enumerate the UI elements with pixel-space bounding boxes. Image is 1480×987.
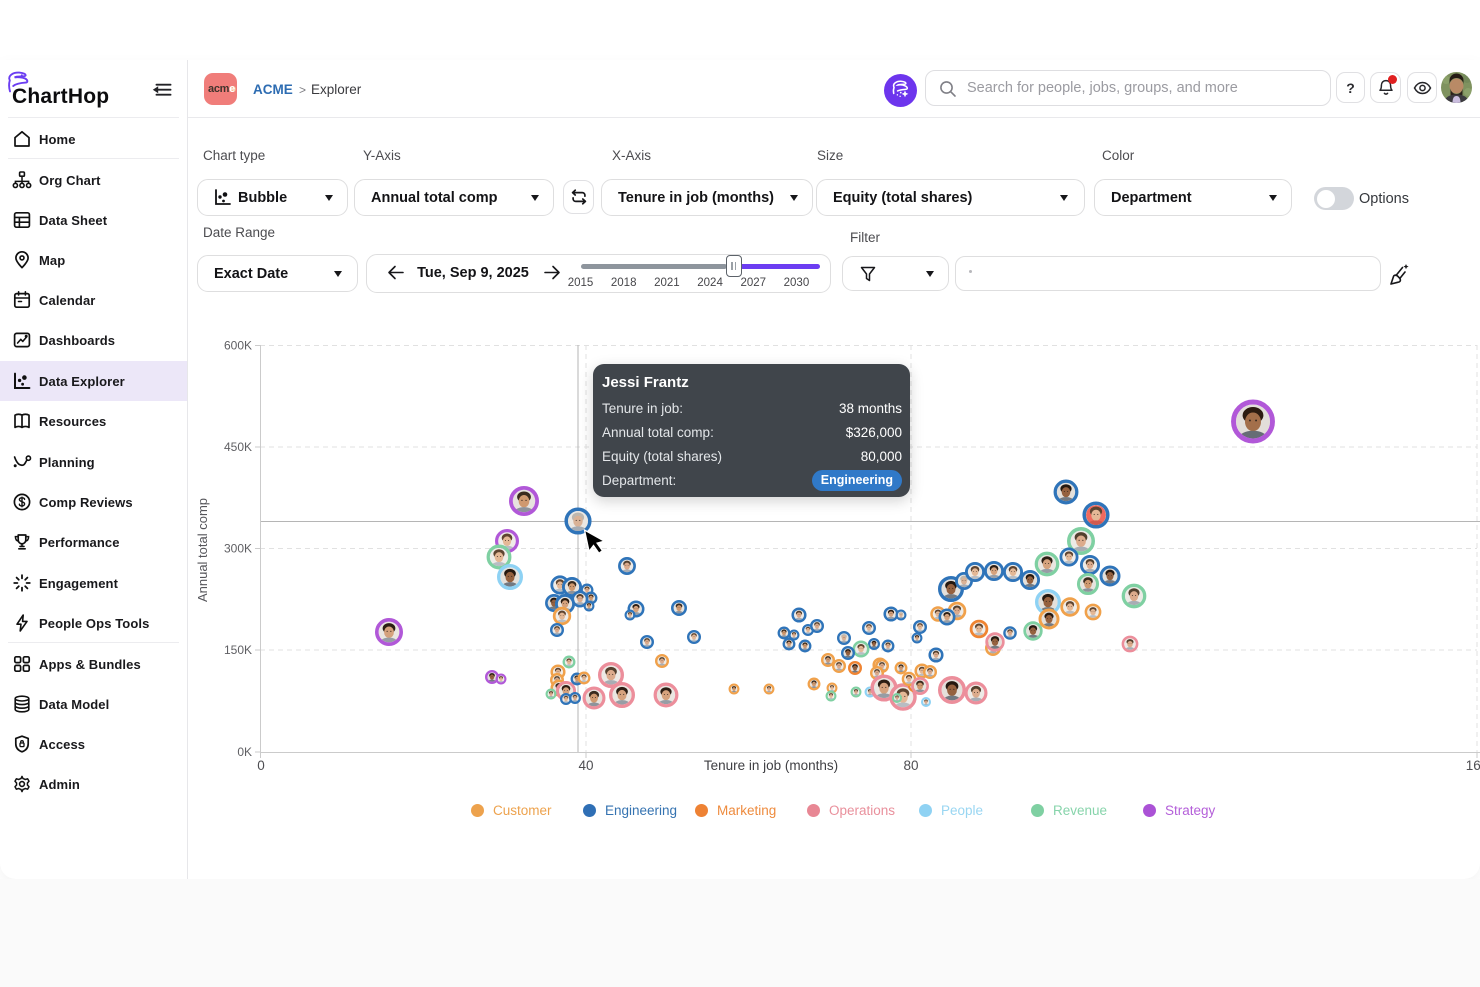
svg-text:Tenure in job (months): Tenure in job (months): [704, 758, 838, 773]
svg-text:160: 160: [1466, 758, 1480, 773]
svg-text:0: 0: [257, 758, 265, 773]
svg-text:0K: 0K: [237, 745, 252, 759]
svg-text:40: 40: [578, 758, 593, 773]
svg-text:Annual total comp: Annual total comp: [195, 498, 210, 602]
svg-text:80: 80: [903, 758, 918, 773]
svg-text:450K: 450K: [224, 440, 252, 454]
svg-text:300K: 300K: [224, 542, 252, 556]
svg-text:600K: 600K: [224, 339, 252, 353]
svg-text:150K: 150K: [224, 643, 252, 657]
